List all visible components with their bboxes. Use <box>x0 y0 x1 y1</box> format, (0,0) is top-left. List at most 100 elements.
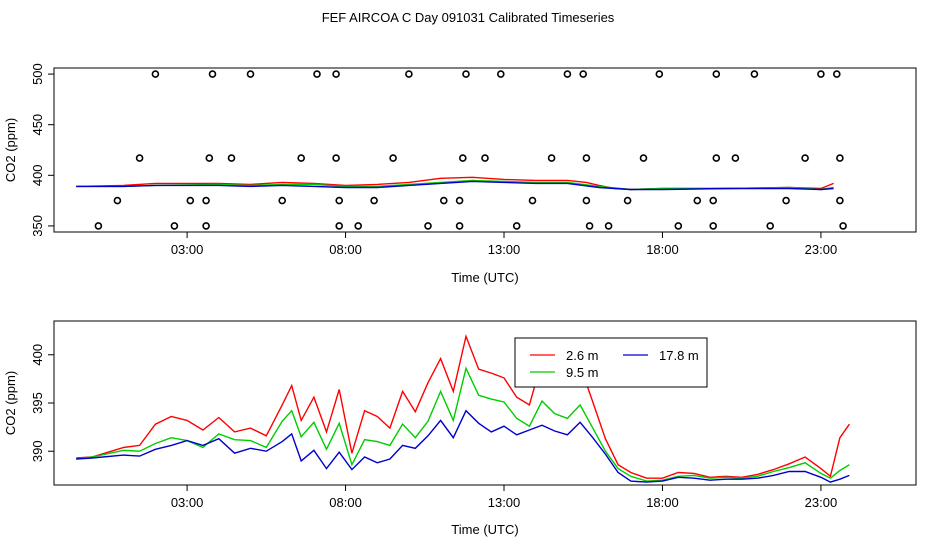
lower-x-axis-label: Time (UTC) <box>451 522 518 537</box>
upper-marker <box>354 222 363 230</box>
lower-series-9-5-m <box>76 366 850 482</box>
lower-y-tick-label: 400 <box>30 344 45 366</box>
legend-label-2-6m: 2.6 m <box>566 348 599 363</box>
upper-marker <box>227 154 236 162</box>
upper-panel: 03:00 08:00 13:00 18:00 23:00 350 400 450 500 T… <box>3 63 917 285</box>
legend-box <box>514 337 708 388</box>
lower-x-tick-label: 03:00 <box>171 495 204 510</box>
figure-title: FEF AIRCOA C Day 091031 Calibrated Times… <box>322 10 615 25</box>
upper-marker <box>458 154 467 162</box>
lower-x-axis: 03:00 08:00 13:00 18:00 23:00 <box>171 485 837 510</box>
upper-marker <box>455 222 464 230</box>
upper-y-axis: 350 400 450 500 <box>30 63 54 237</box>
upper-x-tick-label: 08:00 <box>329 242 362 257</box>
lower-y-axis-label: CO2 (ppm) <box>3 371 18 435</box>
upper-y-tick-label: 500 <box>30 63 45 85</box>
upper-marker <box>582 154 591 162</box>
upper-marker <box>170 222 179 230</box>
upper-marker <box>332 154 340 162</box>
lower-x-tick-label: 18:00 <box>646 495 679 510</box>
upper-marker <box>151 70 160 78</box>
upper-marker <box>370 196 378 205</box>
upper-marker <box>455 196 464 205</box>
upper-marker <box>528 196 537 205</box>
upper-marker <box>496 70 505 78</box>
upper-marker <box>547 154 556 162</box>
upper-marker <box>750 70 759 78</box>
upper-marker <box>135 154 144 162</box>
upper-marker <box>839 222 847 230</box>
upper-marker <box>832 70 841 78</box>
lower-plot-frame <box>53 320 917 486</box>
upper-marker <box>709 196 718 205</box>
upper-marker <box>623 196 632 205</box>
upper-marker <box>335 222 344 230</box>
upper-marker <box>709 222 718 230</box>
lower-x-tick-label: 13:00 <box>488 495 521 510</box>
lower-series-17-8-m <box>76 409 850 483</box>
upper-marker <box>202 222 210 230</box>
upper-marker <box>782 196 790 205</box>
upper-marker <box>205 154 214 162</box>
lower-x-tick-label: 23:00 <box>805 495 838 510</box>
legend: 2.6 m 9.5 m 17.8 m <box>514 337 708 388</box>
upper-marker <box>389 154 397 162</box>
upper-marker <box>836 154 844 162</box>
upper-x-axis: 03:00 08:00 13:00 18:00 23:00 <box>171 232 837 257</box>
legend-label-9-5m: 9.5 m <box>566 365 599 380</box>
lower-panel: 03:00 08:00 13:00 18:00 23:00 390 395 400 Time… <box>3 320 917 537</box>
upper-marker <box>836 196 844 205</box>
upper-marker <box>712 154 721 162</box>
lower-y-axis: 390 395 400 <box>30 344 54 462</box>
upper-marker <box>439 196 448 205</box>
upper-marker <box>604 222 613 230</box>
upper-marker <box>313 70 321 78</box>
upper-marker <box>424 222 432 230</box>
lower-y-tick-label: 395 <box>30 392 45 414</box>
upper-marker <box>563 70 572 78</box>
lower-series-group <box>76 334 850 483</box>
upper-marker <box>579 70 588 78</box>
upper-marker <box>332 70 340 78</box>
upper-marker <box>297 154 306 162</box>
upper-marker <box>817 70 825 78</box>
upper-marker <box>481 154 489 162</box>
upper-y-axis-label: CO2 (ppm) <box>3 118 18 182</box>
upper-y-tick-label: 450 <box>30 114 45 136</box>
upper-x-tick-label: 23:00 <box>805 242 838 257</box>
upper-marker <box>655 70 664 78</box>
upper-x-tick-label: 18:00 <box>646 242 679 257</box>
upper-marker <box>639 154 648 162</box>
upper-markers-group <box>94 70 847 230</box>
upper-marker <box>113 196 122 205</box>
upper-x-tick-label: 13:00 <box>488 242 521 257</box>
upper-marker <box>766 222 775 230</box>
upper-marker <box>712 70 721 78</box>
upper-marker <box>462 70 470 78</box>
upper-series-group <box>76 176 834 191</box>
upper-marker <box>186 196 195 205</box>
upper-marker <box>585 222 594 230</box>
legend-label-17-8m: 17.8 m <box>659 348 699 363</box>
upper-marker <box>208 70 217 78</box>
upper-marker <box>674 222 683 230</box>
upper-marker <box>801 154 809 162</box>
upper-marker <box>246 70 255 78</box>
lower-y-tick-label: 390 <box>30 440 45 462</box>
upper-x-axis-label: Time (UTC) <box>451 270 518 285</box>
upper-marker <box>94 222 103 230</box>
upper-marker <box>582 196 591 205</box>
upper-series-2-6-m <box>76 176 834 191</box>
upper-x-tick-label: 03:00 <box>171 242 204 257</box>
lower-x-tick-label: 08:00 <box>329 495 362 510</box>
upper-marker <box>335 196 344 205</box>
upper-y-tick-label: 350 <box>30 215 45 237</box>
upper-marker <box>202 196 210 205</box>
upper-series-17-8-m <box>76 180 834 191</box>
upper-plot-frame <box>53 67 917 233</box>
lower-series-2-6-m <box>76 334 850 479</box>
upper-marker <box>512 222 521 230</box>
upper-marker <box>405 70 413 78</box>
upper-y-tick-label: 400 <box>30 164 45 186</box>
